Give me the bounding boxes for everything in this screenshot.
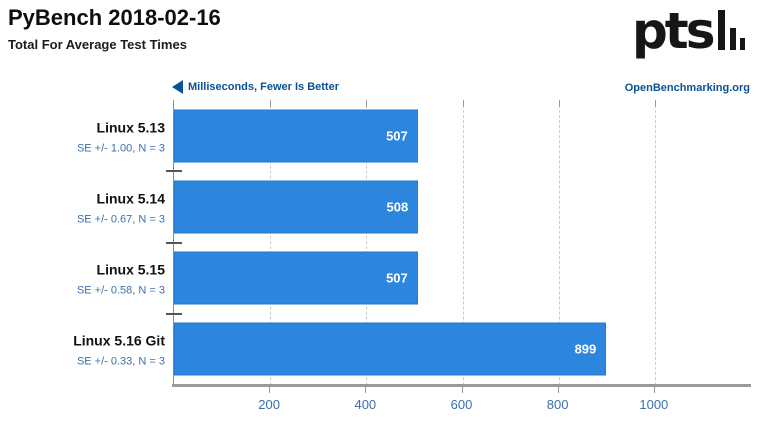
row-label: Linux 5.13 SE +/- 1.00, N = 3	[0, 119, 165, 154]
top-tick	[558, 100, 560, 107]
row-boundary-tick	[166, 241, 182, 244]
bar-value-label: 899	[574, 341, 597, 357]
x-tick	[557, 384, 559, 393]
x-tick	[365, 384, 367, 393]
x-tick-label: 800	[546, 397, 569, 412]
value-bar: 507	[174, 251, 418, 305]
standard-error-label: SE +/- 1.00, N = 3	[76, 142, 165, 155]
value-bar: 507	[174, 109, 418, 163]
row-boundary-tick	[166, 170, 182, 173]
x-tick-label: 1000	[639, 397, 669, 412]
bar-value-label: 508	[386, 199, 409, 215]
category-label: Linux 5.15	[96, 261, 165, 278]
bar-value-label: 507	[386, 128, 408, 144]
axis-note: Milliseconds, Fewer Is Better	[172, 80, 339, 94]
chart-subtitle: Total For Average Test Times	[8, 37, 187, 52]
top-tick	[654, 100, 656, 107]
row-label: Linux 5.14 SE +/- 0.67, N = 3	[0, 190, 165, 225]
x-tick-label: 600	[450, 397, 473, 412]
bar-row: Linux 5.14 SE +/- 0.67, N = 3 508	[77, 171, 751, 242]
row-boundary-tick	[166, 312, 182, 315]
bar-row: Linux 5.16 Git SE +/- 0.33, N = 3 899	[73, 314, 751, 385]
left-arrow-icon	[172, 80, 183, 94]
svg-text:pts: pts	[634, 2, 714, 60]
row-label: Linux 5.16 Git SE +/- 0.33, N = 3	[0, 333, 165, 368]
gridline	[558, 100, 560, 385]
gridline	[462, 100, 464, 385]
value-bar: 508	[174, 180, 419, 234]
standard-error-label: SE +/- 0.58, N = 3	[76, 284, 165, 297]
axis-note-label: Milliseconds, Fewer Is Better	[188, 81, 339, 93]
openbenchmarking-watermark: OpenBenchmarking.org	[624, 82, 750, 94]
x-tick	[269, 384, 271, 393]
category-label: Linux 5.14	[96, 190, 165, 207]
page-title: PyBench 2018-02-16	[8, 5, 221, 30]
pts-logo-icon: pts	[632, 2, 745, 60]
x-tick	[653, 384, 655, 393]
pts-logo: pts	[632, 2, 752, 71]
standard-error-label: SE +/- 0.67, N = 3	[76, 213, 165, 226]
bar-row: Linux 5.15 SE +/- 0.58, N = 3 507	[77, 243, 751, 314]
bar-value-label: 507	[386, 270, 408, 286]
standard-error-label: SE +/- 0.33, N = 3	[76, 355, 165, 368]
category-label: Linux 5.13	[96, 119, 165, 136]
x-tick-label: 400	[354, 397, 377, 412]
bar-row: Linux 5.13 SE +/- 1.00, N = 3 507	[77, 100, 751, 171]
gridline	[270, 100, 272, 385]
category-label: Linux 5.16 Git	[73, 332, 165, 349]
plot-area: Linux 5.13 SE +/- 1.00, N = 3 507 Linux 5.1…	[73, 100, 751, 385]
gridline	[366, 100, 368, 385]
x-tick-label: 200	[258, 397, 281, 412]
row-label: Linux 5.15 SE +/- 0.58, N = 3	[0, 262, 165, 297]
gridline	[654, 100, 656, 385]
top-tick	[270, 100, 272, 107]
value-bar: 899	[174, 322, 607, 376]
x-tick	[461, 384, 463, 393]
top-tick	[366, 100, 368, 107]
top-tick	[462, 100, 464, 107]
